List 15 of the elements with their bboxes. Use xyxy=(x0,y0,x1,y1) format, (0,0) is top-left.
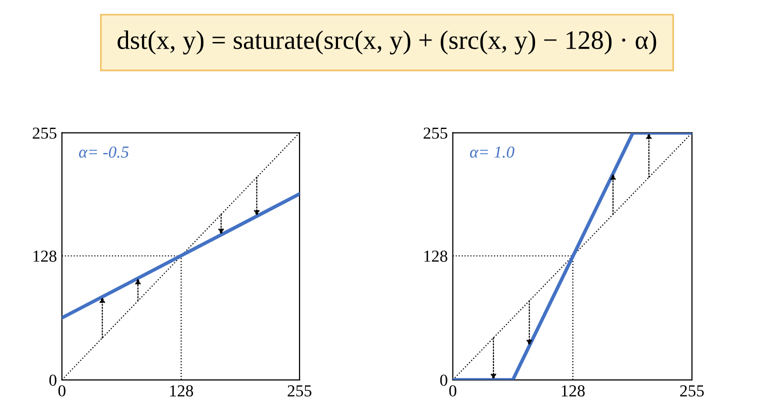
x-tick-label: 128 xyxy=(562,385,585,396)
annotation: α= -0.5 xyxy=(79,146,129,158)
annotation: α= 1.0 xyxy=(470,146,514,158)
y-tick-label: 255 xyxy=(424,128,448,139)
x-tick-label: 0 xyxy=(58,385,66,396)
x-tick-label: 128 xyxy=(170,385,194,396)
y-tick-label: 0 xyxy=(440,374,448,386)
y-tick-label: 0 xyxy=(49,374,56,386)
y-tick-label: 255 xyxy=(32,128,56,139)
text: dst(x, y) = saturate(src(x, y) + (src(x, y) − 128) · α) xyxy=(118,30,656,55)
x-tick-label: 255 xyxy=(288,385,312,396)
x-tick-label: 0 xyxy=(449,385,456,396)
y-tick-label: 128 xyxy=(34,250,56,262)
y-tick-label: 128 xyxy=(424,250,448,262)
x-tick-label: 255 xyxy=(680,385,704,396)
